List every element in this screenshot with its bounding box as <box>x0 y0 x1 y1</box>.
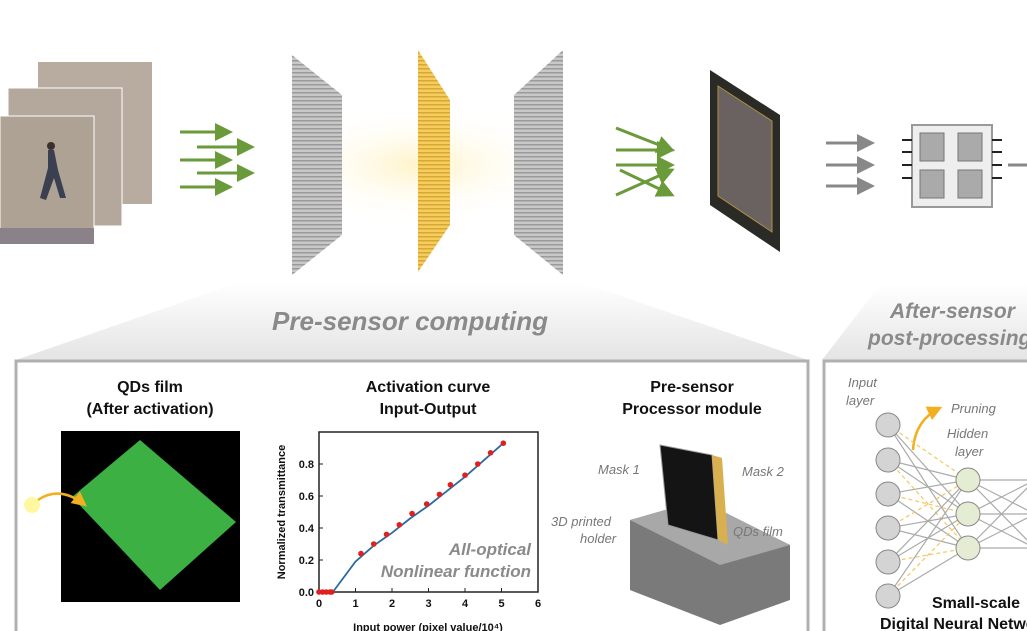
y-tick-label: 0.8 <box>299 459 314 471</box>
neural-network-diagram <box>875 412 1027 609</box>
holder-label-line2: holder <box>580 531 617 546</box>
hidden-layer-label: Hidden <box>947 426 988 441</box>
data-point <box>487 450 494 456</box>
hidden-node <box>955 467 981 493</box>
x-tick-label: 5 <box>498 598 504 610</box>
pre-sensor-title: Pre-sensor computing <box>272 306 548 336</box>
connection <box>887 479 969 597</box>
mask-1 <box>292 55 342 275</box>
data-point <box>370 541 377 547</box>
qds-film-square <box>72 440 236 590</box>
input-light-arrows <box>180 123 255 196</box>
input-node <box>875 515 901 541</box>
hidden-layer-label-2: layer <box>955 444 984 459</box>
data-point <box>474 461 481 467</box>
mask2-label: Mask 2 <box>742 464 785 479</box>
network-caption-line1: Small-scale <box>932 595 1020 612</box>
mask1-label: Mask 1 <box>598 462 640 477</box>
x-tick-label: 1 <box>352 598 358 610</box>
chart-title-line1: Activation curve <box>366 379 491 396</box>
holder-label-line1: 3D printed <box>551 514 612 529</box>
y-tick-label: 0.6 <box>299 491 314 503</box>
y-axis-label: Normalized transmittance <box>276 445 288 579</box>
data-point <box>396 522 403 528</box>
pruning-label: Pruning <box>951 401 997 416</box>
input-node <box>875 583 901 609</box>
fit-curve <box>332 442 504 593</box>
data-point <box>500 440 507 447</box>
after-sensor-panel <box>822 359 1027 631</box>
light-source-icon <box>24 497 40 513</box>
input-node <box>875 447 901 473</box>
pruned-connection <box>887 513 969 597</box>
x-tick-label: 0 <box>316 598 322 610</box>
input-node <box>875 481 901 507</box>
x-tick-label: 2 <box>389 598 395 610</box>
x-tick-label: 4 <box>462 598 469 610</box>
qds-film-subtitle: (After activation) <box>86 401 213 418</box>
data-point <box>462 472 468 479</box>
connection <box>967 517 1027 549</box>
image-sensor <box>710 70 780 252</box>
data-point <box>447 482 454 488</box>
qds-film-title: QDs film <box>117 379 183 396</box>
input-layer-label-2: layer <box>846 393 875 408</box>
input-node <box>875 549 901 575</box>
input-node <box>875 412 901 438</box>
pruned-connection <box>887 479 969 529</box>
diffracted-light-arrows <box>615 126 675 197</box>
x-tick-label: 3 <box>425 598 431 610</box>
chart-title-line2: Input-Output <box>380 401 478 418</box>
x-axis-label: Input power (pixel value/10⁴) <box>353 622 503 631</box>
after-sensor-subtitle: post-processing <box>867 327 1027 350</box>
annotation-line2: Nonlinear function <box>381 562 531 581</box>
module-title-line1: Pre-sensor <box>650 379 734 396</box>
video-frames <box>0 62 152 245</box>
data-point <box>409 510 415 517</box>
pre-sensor-header-bg <box>16 282 808 360</box>
y-tick-label: 0.4 <box>299 523 315 535</box>
connection <box>967 487 1027 549</box>
y-tick-label: 0.0 <box>299 587 314 599</box>
input-layer-label: Input <box>848 375 878 390</box>
mask-2 <box>514 50 563 275</box>
hidden-node <box>955 501 981 527</box>
pruned-connection <box>887 459 969 549</box>
pedestrian <box>40 150 66 200</box>
connection <box>887 459 969 481</box>
data-point <box>383 531 390 538</box>
connection <box>887 479 969 495</box>
y-tick-label: 0.2 <box>299 555 314 567</box>
hidden-node <box>955 535 981 561</box>
module-title-line2: Processor module <box>622 401 762 418</box>
activation-chart: 0 1 2 3 4 5 6 0.0 0.2 0.4 0.6 0.8 All-optical Nonli… <box>276 431 541 631</box>
network-caption-line2: Digital Neural Network <box>880 616 1027 631</box>
data-point <box>423 501 430 507</box>
chip-icon <box>902 124 1027 208</box>
data-point <box>358 550 364 557</box>
qds-film-label: QDs film <box>733 524 783 539</box>
data-point <box>436 491 443 498</box>
data-point <box>328 589 335 595</box>
after-sensor-header-bg <box>822 285 1027 360</box>
connection <box>967 483 1027 515</box>
connection <box>887 547 969 597</box>
qds-film-layer <box>418 50 450 272</box>
sensor-output-arrows <box>826 134 875 195</box>
x-tick-label: 6 <box>535 598 541 610</box>
module-photo <box>630 444 790 625</box>
connection <box>887 479 969 563</box>
pruned-connection <box>887 424 969 481</box>
after-sensor-title: After-sensor <box>889 300 1017 323</box>
annotation-line1: All-optical <box>448 540 532 559</box>
